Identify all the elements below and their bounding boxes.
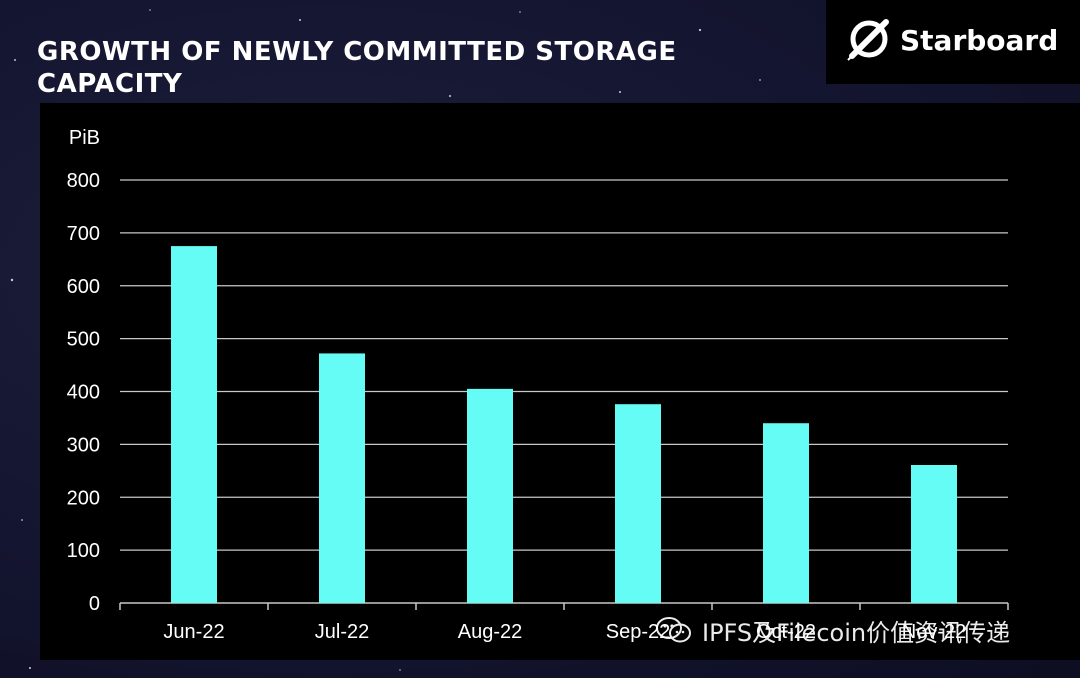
- starboard-logo-icon: [847, 19, 889, 61]
- logo-text: Starboard: [900, 24, 1059, 57]
- bar: [319, 353, 365, 603]
- y-tick-label: 600: [67, 276, 100, 298]
- y-tick-label: 400: [67, 382, 100, 404]
- bar: [467, 388, 513, 603]
- wechat-icon: [656, 617, 691, 643]
- bar-chart: PiB 0 100 200 300 400 500 600 700 800 Jun-22 Jul-22…: [67, 127, 1009, 643]
- bar: [763, 423, 809, 603]
- bar: [171, 246, 217, 603]
- x-tick-label: Jul-22: [315, 621, 369, 643]
- bar: [615, 404, 661, 603]
- watermark: IPFS及Filecoin价值资讯传递: [656, 612, 1010, 648]
- x-tick-label: Aug-22: [458, 621, 523, 643]
- x-tick-label: Sep-22: [606, 621, 671, 643]
- bar: [911, 464, 957, 603]
- y-tick-label: 800: [67, 170, 100, 192]
- x-tick-label: Oct-22: [756, 621, 816, 643]
- chart-panel: PiB 0 100 200 300 400 500 600 700 800 Jun-22 Jul-22…: [40, 103, 1080, 660]
- y-tick-label: 100: [67, 540, 100, 562]
- y-tick-label: 300: [67, 434, 100, 456]
- y-axis-unit-label: PiB: [69, 127, 100, 149]
- y-tick-label: 200: [67, 487, 100, 509]
- y-tick-label: 700: [67, 223, 100, 245]
- page-title: GROWTH OF NEWLY COMMITTED STORAGE CAPACI…: [37, 37, 677, 99]
- watermark-text: IPFS及Filecoin价值资讯传递: [702, 618, 1011, 647]
- y-tick-label: 500: [67, 329, 100, 351]
- x-tick-label: Nov-22: [902, 621, 966, 643]
- y-tick-label: 0: [89, 593, 100, 615]
- brand-logo: Starboard: [826, 0, 1080, 84]
- x-tick-label: Jun-22: [163, 621, 224, 643]
